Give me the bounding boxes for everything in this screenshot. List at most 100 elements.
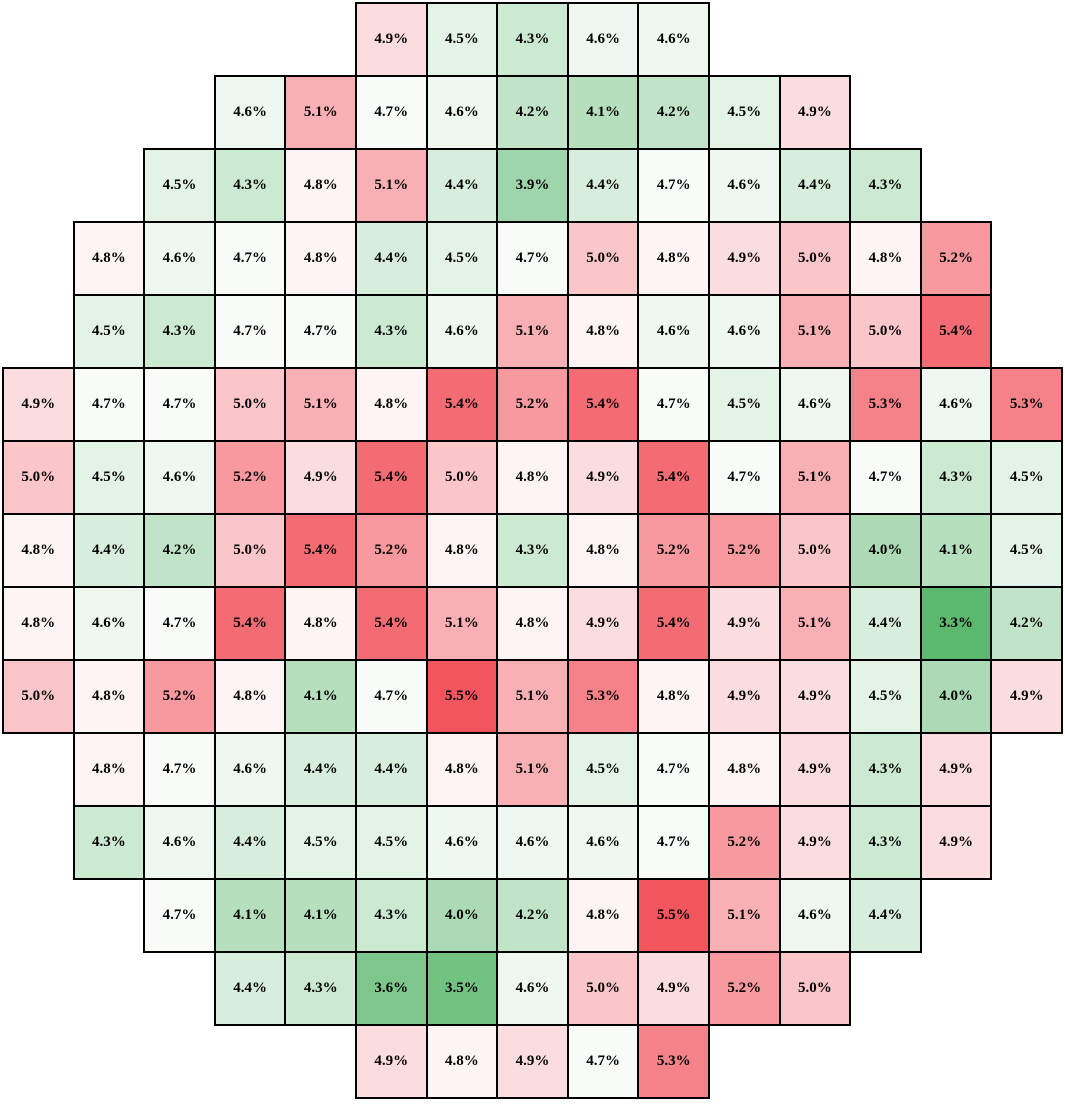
heatmap-cell: 5.1% xyxy=(355,148,428,223)
heatmap-cell: 4.8% xyxy=(425,513,499,588)
heatmap-cell: 4.4% xyxy=(778,148,852,223)
heatmap-cell: 4.6% xyxy=(778,878,852,953)
heatmap-cell: 5.4% xyxy=(425,367,499,442)
heatmap-cell: 4.6% xyxy=(143,440,216,515)
heatmap-cell: 4.2% xyxy=(637,75,710,150)
heatmap-cell: 5.0% xyxy=(849,294,922,369)
heatmap-cell: 5.4% xyxy=(284,513,357,588)
heatmap-cell: 4.5% xyxy=(708,367,781,442)
heatmap-cell: 4.9% xyxy=(496,1024,569,1099)
heatmap-cell: 4.8% xyxy=(637,221,710,296)
heatmap-cell: 4.6% xyxy=(637,2,710,77)
heatmap-cell: 5.1% xyxy=(425,586,499,661)
heatmap-cell: 4.7% xyxy=(496,221,569,296)
heatmap-cell: 4.5% xyxy=(72,440,146,515)
heatmap-cell: 4.8% xyxy=(496,586,569,661)
heatmap-cell: 4.4% xyxy=(284,732,357,807)
heatmap-cell: 4.4% xyxy=(425,148,499,223)
heatmap-cell: 4.7% xyxy=(849,440,922,515)
heatmap-cell: 5.4% xyxy=(637,440,710,515)
heatmap-cell: 4.3% xyxy=(849,805,922,880)
heatmap-cell: 5.4% xyxy=(919,294,993,369)
heatmap-cell: 4.8% xyxy=(213,659,287,734)
heatmap-cell: 4.8% xyxy=(708,732,781,807)
heatmap-cell: 4.4% xyxy=(72,513,146,588)
heatmap-cell: 4.4% xyxy=(213,951,287,1026)
heatmap-cell: 5.4% xyxy=(566,367,640,442)
heatmap-cell: 4.9% xyxy=(919,805,993,880)
heatmap-cell: 4.3% xyxy=(355,294,428,369)
heatmap-cell: 4.5% xyxy=(849,659,922,734)
heatmap-cell: 5.0% xyxy=(2,440,75,515)
heatmap-cell: 4.6% xyxy=(213,75,287,150)
heatmap-cell: 5.3% xyxy=(849,367,922,442)
heatmap-cell: 5.2% xyxy=(919,221,993,296)
heatmap-cell: 4.3% xyxy=(919,440,993,515)
heatmap-cell: 4.8% xyxy=(849,221,922,296)
heatmap-cell: 3.3% xyxy=(919,586,993,661)
heatmap-cell: 4.1% xyxy=(284,878,357,953)
heatmap-cell: 4.9% xyxy=(355,1024,428,1099)
heatmap-cell: 5.0% xyxy=(213,513,287,588)
heatmap-cell: 4.8% xyxy=(284,586,357,661)
heatmap-cell: 4.8% xyxy=(2,513,75,588)
heatmap-cell: 4.9% xyxy=(778,732,852,807)
heatmap-cell: 4.7% xyxy=(355,659,428,734)
heatmap-cell: 5.0% xyxy=(778,221,852,296)
heatmap-cell: 5.0% xyxy=(778,513,852,588)
heatmap-cell: 5.5% xyxy=(637,878,710,953)
heatmap-cell: 4.8% xyxy=(425,732,499,807)
heatmap-cell: 5.0% xyxy=(566,221,640,296)
heatmap-cell: 4.8% xyxy=(566,294,640,369)
heatmap-cell: 5.3% xyxy=(990,367,1063,442)
heatmap-cell: 4.4% xyxy=(213,805,287,880)
heatmap-cell: 4.3% xyxy=(143,294,216,369)
heatmap-cell: 4.3% xyxy=(284,951,357,1026)
heatmap-cell: 4.2% xyxy=(496,75,569,150)
heatmap-cell: 4.5% xyxy=(72,294,146,369)
heatmap-cell: 4.2% xyxy=(496,878,569,953)
heatmap-cell: 4.8% xyxy=(72,221,146,296)
heatmap-cell: 5.4% xyxy=(355,586,428,661)
heatmap-cell: 4.4% xyxy=(849,878,922,953)
heatmap-cell: 4.9% xyxy=(990,659,1063,734)
heatmap-cell: 4.9% xyxy=(778,659,852,734)
heatmap-cell: 4.8% xyxy=(496,440,569,515)
heatmap-cell: 4.1% xyxy=(919,513,993,588)
heatmap-cell: 5.0% xyxy=(425,440,499,515)
heatmap-cell: 4.5% xyxy=(425,221,499,296)
heatmap-cell: 4.6% xyxy=(778,367,852,442)
heatmap-cell: 4.3% xyxy=(355,878,428,953)
heatmap-cell: 4.7% xyxy=(637,805,710,880)
heatmap-cell: 4.8% xyxy=(355,367,428,442)
heatmap-cell: 4.4% xyxy=(355,221,428,296)
heatmap-cell: 4.5% xyxy=(566,732,640,807)
heatmap-cell: 4.7% xyxy=(637,732,710,807)
heatmap-cell: 4.9% xyxy=(778,75,852,150)
heatmap-cell: 4.7% xyxy=(143,586,216,661)
heatmap-cell: 5.4% xyxy=(213,586,287,661)
heatmap-cell: 5.0% xyxy=(778,951,852,1026)
heatmap-cell: 4.6% xyxy=(708,294,781,369)
heatmap-cell: 4.2% xyxy=(143,513,216,588)
heatmap-cell: 4.3% xyxy=(496,2,569,77)
heatmap-cell: 4.1% xyxy=(213,878,287,953)
heatmap-cell: 5.2% xyxy=(213,440,287,515)
heatmap-cell: 4.9% xyxy=(566,440,640,515)
heatmap-cell: 4.6% xyxy=(708,148,781,223)
heatmap-cell: 4.9% xyxy=(919,732,993,807)
heatmap-cell: 4.9% xyxy=(778,805,852,880)
heatmap-cell: 5.1% xyxy=(708,878,781,953)
heatmap-cell: 5.1% xyxy=(778,586,852,661)
heatmap-cell: 5.1% xyxy=(496,659,569,734)
heatmap-cell: 4.8% xyxy=(2,586,75,661)
heatmap-cell: 4.9% xyxy=(2,367,75,442)
heatmap-cell: 5.3% xyxy=(566,659,640,734)
heatmap-cell: 4.0% xyxy=(849,513,922,588)
heatmap-cell: 5.1% xyxy=(778,440,852,515)
heatmap-cell: 5.3% xyxy=(637,1024,710,1099)
heatmap-cell: 4.7% xyxy=(143,732,216,807)
heatmap-cell: 4.8% xyxy=(637,659,710,734)
heatmap-cell: 5.5% xyxy=(425,659,499,734)
